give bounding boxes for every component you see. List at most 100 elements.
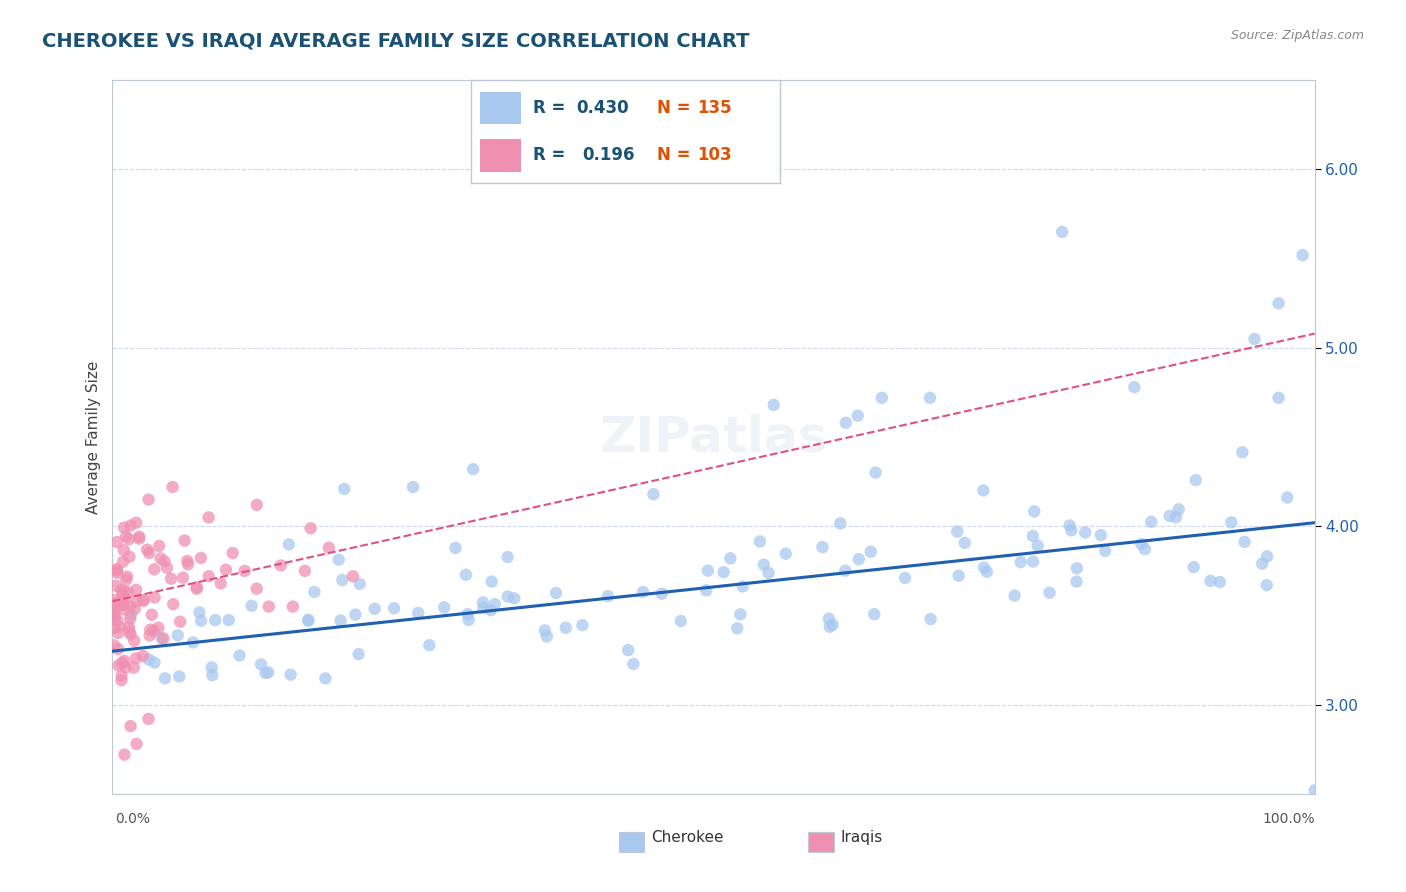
Point <box>201 668 224 682</box>
Point <box>105 579 128 593</box>
Point <box>201 660 224 674</box>
Point <box>863 607 886 622</box>
Point <box>818 620 841 634</box>
Point <box>138 492 160 507</box>
Point <box>752 558 775 572</box>
Point <box>209 576 232 591</box>
Point <box>299 521 322 535</box>
Point <box>197 510 219 524</box>
Point <box>138 546 160 560</box>
Point <box>402 480 425 494</box>
Point <box>696 564 718 578</box>
Point <box>124 601 146 615</box>
Point <box>250 657 273 672</box>
Point <box>1267 391 1289 405</box>
Point <box>731 579 754 593</box>
Point <box>120 627 142 641</box>
Point <box>215 563 238 577</box>
Point <box>107 641 129 656</box>
Text: Cherokee: Cherokee <box>651 830 724 845</box>
Point <box>718 551 741 566</box>
Point <box>973 560 995 574</box>
Point <box>110 598 132 612</box>
FancyBboxPatch shape <box>481 92 520 124</box>
Point <box>1184 473 1206 487</box>
Point <box>1022 529 1045 543</box>
Text: R =: R = <box>533 99 571 117</box>
Point <box>748 534 770 549</box>
Point <box>143 591 166 605</box>
Point <box>918 391 941 405</box>
Point <box>111 586 134 600</box>
Point <box>138 712 160 726</box>
Point <box>120 719 142 733</box>
Point <box>149 551 172 566</box>
Point <box>1050 225 1073 239</box>
Point <box>631 585 654 599</box>
Point <box>246 582 269 596</box>
Point <box>125 651 148 665</box>
Text: 0.196: 0.196 <box>582 146 636 164</box>
Point <box>304 585 326 599</box>
Point <box>946 524 969 539</box>
Point <box>173 533 195 548</box>
Point <box>132 648 155 663</box>
Point <box>953 536 976 550</box>
Point <box>148 621 170 635</box>
Point <box>406 606 429 620</box>
Point <box>186 582 208 596</box>
Point <box>328 552 350 566</box>
Point <box>120 599 142 614</box>
Point <box>1199 574 1222 588</box>
Point <box>1059 518 1081 533</box>
Point <box>349 577 371 591</box>
Point <box>143 562 166 576</box>
Text: N =: N = <box>657 99 696 117</box>
Point <box>110 668 132 682</box>
Point <box>111 598 134 612</box>
Point <box>1130 537 1153 551</box>
Point <box>1220 516 1243 530</box>
Point <box>111 593 134 607</box>
Point <box>112 543 135 558</box>
Point <box>139 623 162 637</box>
Point <box>122 660 145 674</box>
Point <box>105 564 128 578</box>
Point <box>621 657 644 671</box>
Point <box>834 564 856 578</box>
Point <box>471 595 494 609</box>
Point <box>1275 491 1298 505</box>
Point <box>169 615 191 629</box>
Point <box>418 638 440 652</box>
Text: 103: 103 <box>697 146 731 164</box>
Point <box>112 654 135 668</box>
Text: ZIPatlas: ZIPatlas <box>599 413 828 461</box>
Point <box>112 592 135 607</box>
Point <box>153 671 176 685</box>
Point <box>1243 332 1265 346</box>
Point <box>314 672 336 686</box>
Point <box>240 599 263 613</box>
Point <box>128 530 150 544</box>
Point <box>117 585 139 599</box>
Point <box>329 614 352 628</box>
Point <box>1133 542 1156 557</box>
Point <box>132 594 155 608</box>
Point <box>120 518 142 533</box>
Point <box>125 737 148 751</box>
Point <box>330 573 353 587</box>
Point <box>112 555 135 569</box>
Point <box>218 613 240 627</box>
Point <box>1256 549 1278 564</box>
Text: CHEROKEE VS IRAQI AVERAGE FAMILY SIZE CORRELATION CHART: CHEROKEE VS IRAQI AVERAGE FAMILY SIZE CO… <box>42 31 749 50</box>
Point <box>190 550 212 565</box>
Point <box>713 565 735 579</box>
Point <box>762 398 785 412</box>
Point <box>669 614 692 628</box>
Point <box>859 545 882 559</box>
Text: Source: ZipAtlas.com: Source: ZipAtlas.com <box>1230 29 1364 42</box>
Point <box>167 669 190 683</box>
Point <box>107 626 129 640</box>
Point <box>457 613 479 627</box>
Point <box>297 614 319 628</box>
